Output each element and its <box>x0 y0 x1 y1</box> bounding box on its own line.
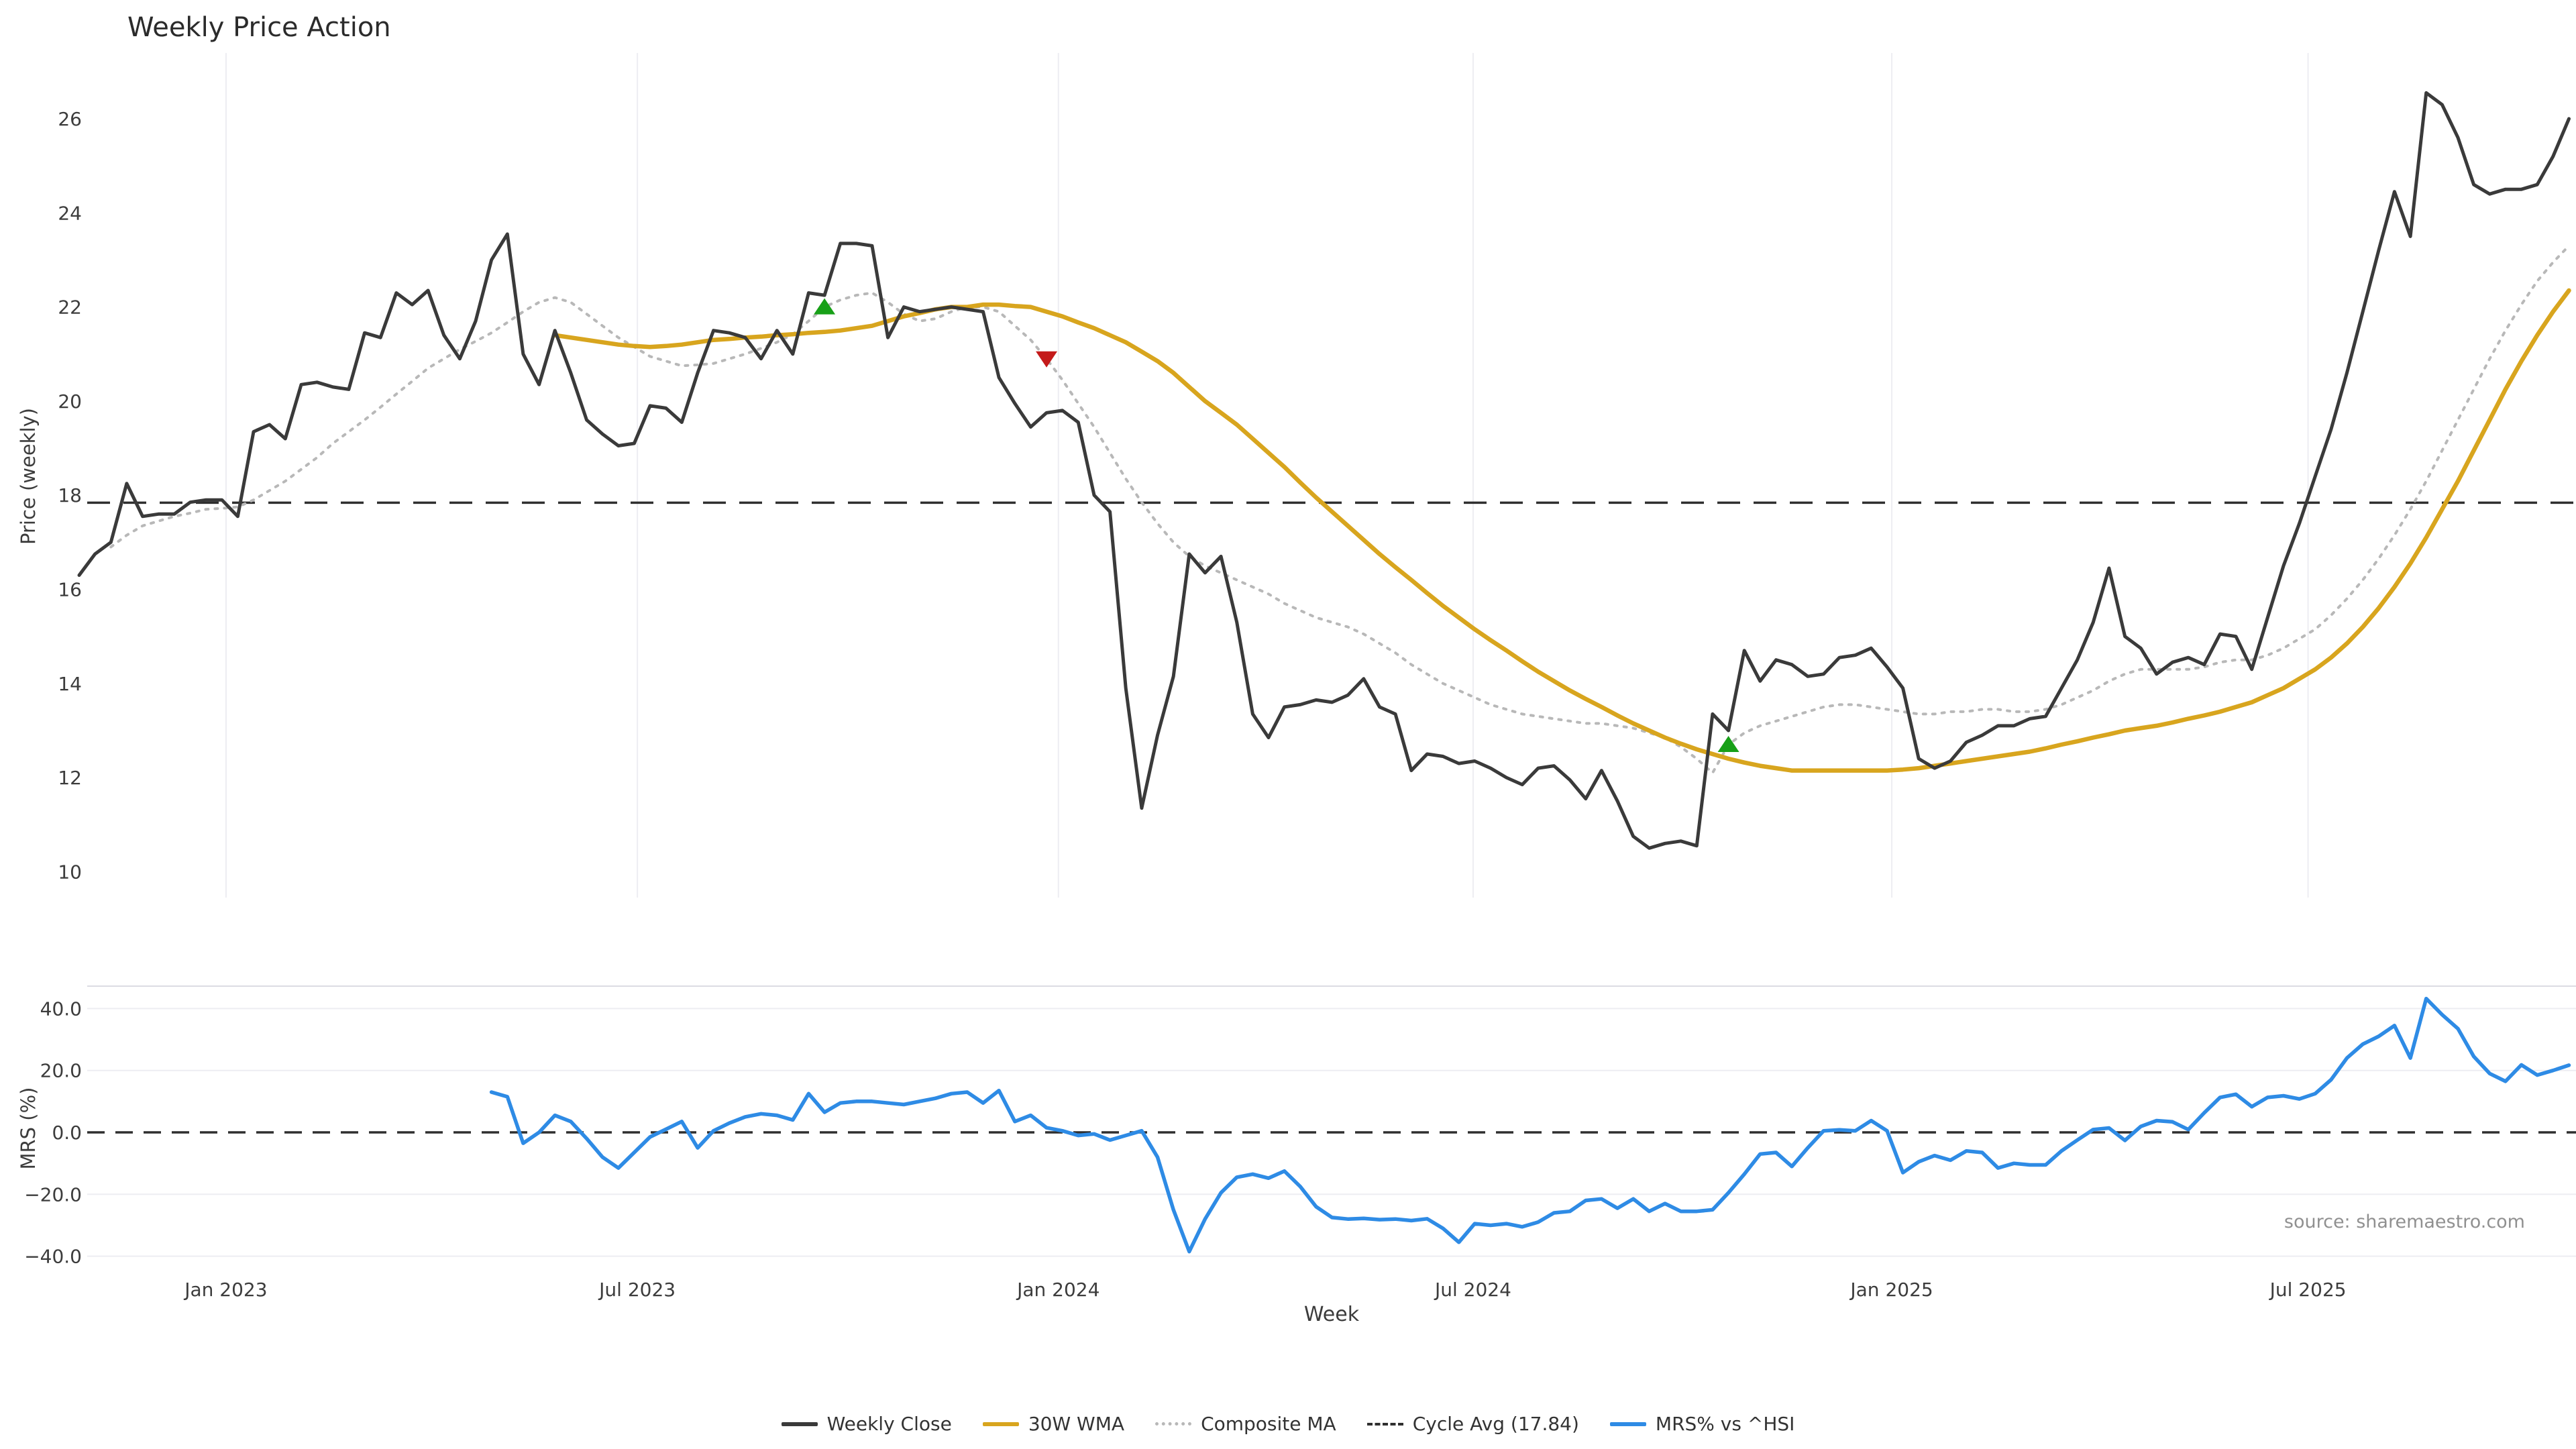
price-tick-label: 24 <box>58 202 82 224</box>
source-credit: source: sharemaestro.com <box>2284 1212 2525 1232</box>
legend-label: Weekly Close <box>826 1413 952 1435</box>
price-tick-label: 18 <box>58 484 82 506</box>
mrs-tick-label: 40.0 <box>40 998 82 1020</box>
wma-30w-line <box>552 288 2571 773</box>
sell-signal-marker <box>1036 351 1058 368</box>
mrs-tick-label: 20.0 <box>40 1060 82 1082</box>
legend-label: Composite MA <box>1201 1413 1336 1435</box>
price-axis-label: Price (weekly) <box>17 407 40 545</box>
x-tick-label: Jul 2023 <box>598 1279 676 1301</box>
buy-signal-marker <box>1717 735 1739 752</box>
chart-title: Weekly Price Action <box>127 12 391 43</box>
mrs-tick-label: −20.0 <box>24 1183 82 1205</box>
x-axis-label: Week <box>1303 1303 1360 1326</box>
x-tick-label: Jul 2025 <box>2269 1279 2347 1301</box>
x-tick-label: Jan 2023 <box>183 1279 267 1301</box>
legend-label: MRS% vs ^HSI <box>1655 1413 1795 1435</box>
mrs-tick-label: 0.0 <box>52 1122 82 1144</box>
tick-labels: Jan 2023 Jul 2023 Jan 2024 Jul 2024 Jan 2025… <box>24 108 2346 1301</box>
legend-item-weekly-close: Weekly Close <box>781 1413 952 1435</box>
mrs-panel-gridlines <box>87 985 2576 1257</box>
mrs-tick-label: −40.0 <box>24 1246 82 1268</box>
legend: Weekly Close 30W WMA Composite MA Cycle Avg… <box>0 1413 2576 1435</box>
signal-markers <box>814 298 1739 752</box>
legend-item-30w-wma: 30W WMA <box>982 1413 1125 1435</box>
weekly-close-line <box>77 91 2571 850</box>
price-tick-label: 16 <box>58 579 82 601</box>
legend-swatch-dotted <box>1155 1422 1192 1426</box>
x-tick-label: Jan 2024 <box>1016 1279 1099 1301</box>
legend-swatch-solid <box>982 1421 1019 1426</box>
price-panel-gridlines <box>225 53 2309 898</box>
price-tick-label: 10 <box>58 861 82 883</box>
price-tick-label: 14 <box>58 673 82 695</box>
mrs-axis-label: MRS (%) <box>17 1087 40 1170</box>
legend-swatch-dashed <box>1366 1422 1403 1426</box>
legend-label: Cycle Avg (17.84) <box>1412 1413 1579 1435</box>
x-tick-label: Jul 2024 <box>1434 1279 1511 1301</box>
price-tick-label: 20 <box>58 390 82 413</box>
legend-swatch-solid <box>781 1421 818 1426</box>
legend-label: 30W WMA <box>1028 1413 1125 1435</box>
price-tick-label: 26 <box>58 108 82 130</box>
buy-signal-marker <box>814 298 836 315</box>
x-tick-label: Jan 2025 <box>1849 1279 1933 1301</box>
composite-ma-line <box>109 244 2571 775</box>
legend-swatch-solid <box>1609 1421 1646 1426</box>
legend-item-cycle-avg-17-84-: Cycle Avg (17.84) <box>1366 1413 1579 1435</box>
legend-item-mrs-vs-hsi: MRS% vs ^HSI <box>1609 1413 1795 1435</box>
legend-item-composite-ma: Composite MA <box>1155 1413 1336 1435</box>
price-tick-label: 12 <box>58 767 82 789</box>
series-lines <box>77 91 2576 1254</box>
mrs-line <box>489 996 2571 1254</box>
price-tick-label: 22 <box>58 297 82 319</box>
